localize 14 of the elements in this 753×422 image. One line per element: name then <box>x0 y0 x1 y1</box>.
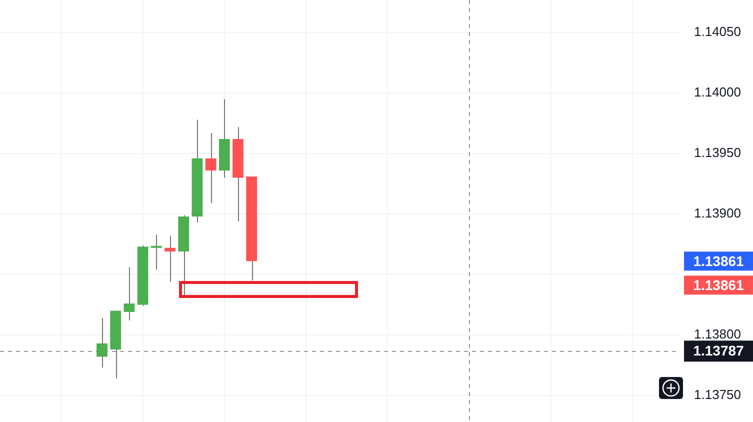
y-tick-label: 1.13750 <box>694 386 741 402</box>
y-tick-label: 1.13950 <box>694 145 741 160</box>
candlestick <box>150 234 162 270</box>
ref-line-label: 1.13787 <box>693 342 744 359</box>
candlestick <box>124 266 135 321</box>
candlestick <box>164 235 176 282</box>
y-tick-label: 1.13900 <box>694 206 741 221</box>
candlestick <box>96 318 108 368</box>
y-tick-label: 1.14050 <box>694 24 741 40</box>
y-tick-label: 1.13800 <box>694 326 741 342</box>
y-tick-label: 1.14000 <box>694 84 741 100</box>
candlestick <box>205 132 216 204</box>
text: 1.13861 <box>693 253 744 270</box>
text: 1.13861 <box>693 277 744 294</box>
